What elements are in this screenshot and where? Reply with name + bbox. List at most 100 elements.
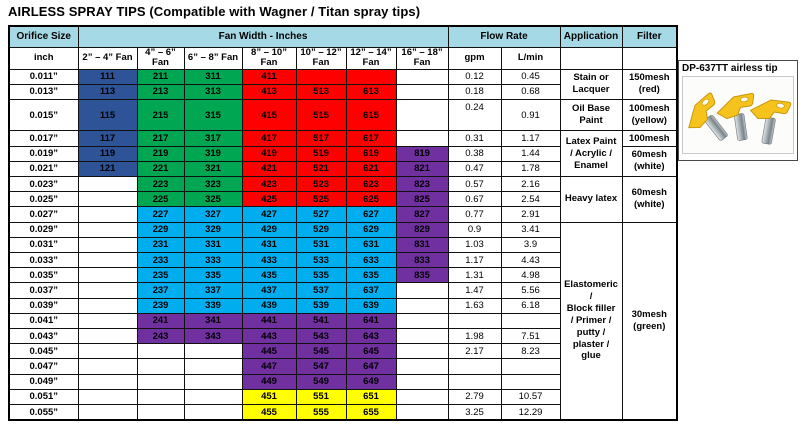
tip-number-cell: 621 <box>345 160 397 177</box>
filter-cell: 150mesh (red) <box>621 68 678 100</box>
tip-number-cell: 515 <box>295 98 347 132</box>
filter-cell: 60mesh (white) <box>621 175 678 223</box>
tip-number-cell: 221 <box>136 160 185 177</box>
tip-number-cell <box>77 267 138 284</box>
tip-number-cell: 121 <box>77 160 138 177</box>
gpm-cell: 0.24 <box>447 98 502 132</box>
tip-number-cell: 631 <box>345 236 397 253</box>
tip-number-cell <box>395 388 449 406</box>
product-title: DP-637TT airless tip <box>682 63 778 74</box>
header-application: Application <box>559 25 623 48</box>
tip-number-cell <box>183 388 243 406</box>
tip-number-cell: 331 <box>183 236 243 253</box>
gpm-cell: 1.47 <box>447 282 502 299</box>
lmin-cell: 2.54 <box>500 191 561 208</box>
gpm-cell <box>447 358 502 375</box>
tip-number-cell <box>395 327 449 345</box>
tip-number-cell: 429 <box>241 221 297 238</box>
tip-number-cell: 613 <box>345 83 397 100</box>
gpm-cell: 2.79 <box>447 388 502 406</box>
tip-number-cell: 439 <box>241 297 297 314</box>
tip-number-cell: 443 <box>241 327 297 345</box>
table-row: 0.027” 227 327 427 527 627 827 0.77 2.91 <box>8 206 677 223</box>
tip-number-cell: 237 <box>136 282 185 299</box>
header-fan-10-12: 10” – 12” Fan <box>295 46 347 70</box>
table-row: 0.015” 115 215 315 415 515 615 0.24 0.91 Oil Base… <box>8 98 678 132</box>
gpm-cell: 0.18 <box>447 83 502 100</box>
orifice-cell: 0.017” <box>8 130 79 147</box>
tip-number-cell: 533 <box>295 251 347 269</box>
tip-number-cell: 635 <box>345 267 397 284</box>
tip-number-cell: 519 <box>295 145 347 162</box>
orifice-cell: 0.047” <box>8 358 79 375</box>
tip-number-cell: 413 <box>241 83 297 100</box>
tip-number-cell <box>395 68 449 85</box>
tip-number-cell: 213 <box>136 83 185 100</box>
tip-number-cell: 431 <box>241 236 297 253</box>
tip-number-cell <box>183 343 243 360</box>
tip-number-cell: 543 <box>295 327 347 345</box>
tip-number-cell: 229 <box>136 221 185 238</box>
tip-number-cell <box>136 373 185 390</box>
gpm-cell: 0.47 <box>447 160 502 177</box>
gpm-cell <box>447 312 502 329</box>
application-cell: Heavy latex <box>559 175 623 223</box>
tip-number-cell: 825 <box>395 191 449 208</box>
tip-number-cell: 643 <box>345 327 397 345</box>
tip-number-cell <box>77 404 138 421</box>
header-gpm: gpm <box>447 46 502 70</box>
tip-number-cell: 315 <box>183 98 243 132</box>
tip-number-cell <box>395 358 449 375</box>
gpm-cell: 1.63 <box>447 297 502 314</box>
tip-number-cell: 421 <box>241 160 297 177</box>
tip-number-cell <box>183 373 243 390</box>
gpm-cell: 0.57 <box>447 175 502 193</box>
tip-number-cell: 645 <box>345 343 397 360</box>
tip-number-cell: 535 <box>295 267 347 284</box>
tip-number-cell: 215 <box>136 98 185 132</box>
tip-number-cell <box>395 98 449 132</box>
gpm-cell: 1.31 <box>447 267 502 284</box>
lmin-cell: 2.16 <box>500 175 561 193</box>
tip-number-cell: 835 <box>395 267 449 284</box>
tip-number-cell: 833 <box>395 251 449 269</box>
tip-number-cell: 239 <box>136 297 185 314</box>
table-row: 0.029” 229 329 429 529 629 829 0.9 3.41 Elastomer… <box>8 221 678 421</box>
table-row: 0.017” 117 217 317 417 517 617 0.31 1.17 Latex Pa… <box>8 130 678 177</box>
tip-number-cell <box>295 68 347 85</box>
filter-cell: 60mesh (white) <box>621 145 678 177</box>
tip-number-cell: 433 <box>241 251 297 269</box>
lmin-cell: 12.29 <box>500 404 561 421</box>
tip-number-cell: 445 <box>241 343 297 360</box>
table-row: 0.035” 235 335 435 535 635 835 1.31 4.98 <box>8 267 677 284</box>
header-fan-2-4: 2” – 4” Fan <box>77 46 138 70</box>
header-row-units: inch 2” – 4” Fan 4” – 6” Fan 6” – 8” Fan… <box>8 46 678 70</box>
gpm-cell: 0.38 <box>447 145 502 162</box>
tip-number-cell <box>77 206 138 223</box>
orifice-cell: 0.055” <box>8 404 79 421</box>
gpm-cell: 1.98 <box>447 327 502 345</box>
table-row: 0.023” 223 323 423 523 623 823 0.57 2.16 Heavy la… <box>8 175 678 223</box>
tip-number-cell: 447 <box>241 358 297 375</box>
tip-number-cell: 523 <box>295 175 347 193</box>
header-row-groups: Orifice Size Fan Width - Inches Flow Rat… <box>8 25 678 48</box>
header-application-blank <box>559 46 623 70</box>
tip-number-cell <box>77 343 138 360</box>
lmin-cell: 0.91 <box>500 98 561 132</box>
tip-number-cell: 427 <box>241 206 297 223</box>
gpm-cell: 0.12 <box>447 68 502 85</box>
orifice-cell: 0.019” <box>8 145 79 162</box>
orifice-cell: 0.025” <box>8 191 79 208</box>
tip-number-cell <box>77 373 138 390</box>
lmin-cell <box>500 312 561 329</box>
tip-number-cell: 313 <box>183 83 243 100</box>
filter-cell: 100mesh (yellow) <box>621 98 678 132</box>
gpm-cell: 2.17 <box>447 343 502 360</box>
tip-number-cell: 615 <box>345 98 397 132</box>
tip-number-cell: 629 <box>345 221 397 238</box>
tip-number-cell: 637 <box>345 282 397 299</box>
tip-number-cell: 827 <box>395 206 449 223</box>
tip-number-cell <box>136 343 185 360</box>
tip-number-cell <box>136 404 185 421</box>
tip-number-cell: 651 <box>345 388 397 406</box>
